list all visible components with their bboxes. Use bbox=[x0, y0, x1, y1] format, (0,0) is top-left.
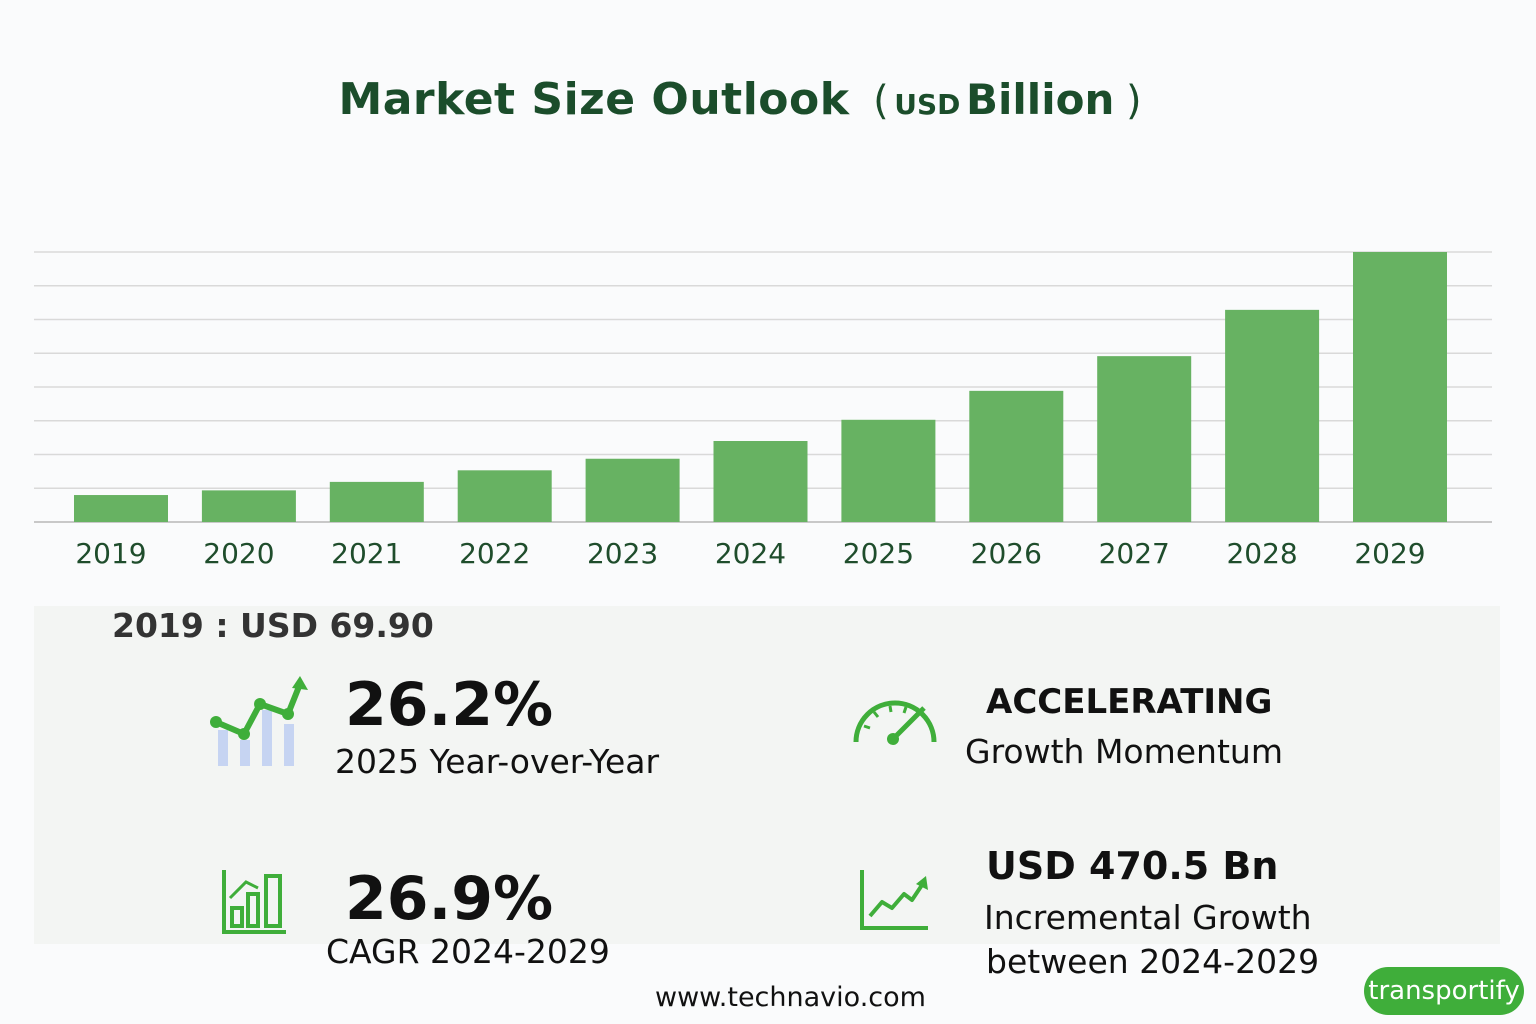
x-tick-label-2026: 2026 bbox=[971, 537, 1042, 570]
incremental-label-1: Incremental Growth bbox=[984, 898, 1312, 937]
x-tick-label-2022: 2022 bbox=[459, 537, 530, 570]
bar-2025 bbox=[841, 419, 936, 522]
bar-2023 bbox=[585, 458, 680, 522]
bar-chart-icon bbox=[222, 870, 286, 934]
cagr-value: 26.9% bbox=[345, 864, 554, 934]
yoy-label: 2025 Year-over-Year bbox=[335, 742, 660, 781]
x-tick-label-2025: 2025 bbox=[843, 537, 914, 570]
speedometer-icon bbox=[853, 700, 937, 745]
incremental-label-2: between 2024-2029 bbox=[986, 942, 1320, 981]
bar-2022 bbox=[457, 470, 552, 522]
x-tick-label-2020: 2020 bbox=[203, 537, 274, 570]
x-tick-label-2029: 2029 bbox=[1354, 537, 1425, 570]
brand-name: transportify bbox=[1368, 976, 1520, 1006]
momentum-head: ACCELERATING bbox=[986, 682, 1273, 722]
line-growth-icon bbox=[860, 870, 928, 930]
title-paren-open: ( bbox=[873, 78, 889, 124]
yoy-value: 26.2% bbox=[345, 670, 554, 740]
title-billion: Billion bbox=[966, 75, 1115, 124]
title-unit: USD bbox=[894, 88, 961, 121]
bar-2024 bbox=[713, 441, 808, 522]
brand-logo: transportify bbox=[1364, 967, 1524, 1015]
base-year-value: 2019 : USD 69.90 bbox=[112, 606, 434, 645]
incremental-head: USD 470.5 Bn bbox=[986, 844, 1279, 888]
cagr-label: CAGR 2024-2029 bbox=[326, 932, 610, 971]
bar-2029 bbox=[1353, 252, 1447, 522]
x-tick-label-2023: 2023 bbox=[587, 537, 658, 570]
x-tick-label-2028: 2028 bbox=[1226, 537, 1297, 570]
bar-2028 bbox=[1225, 309, 1320, 522]
bar-2021 bbox=[329, 481, 424, 522]
x-tick-label-2021: 2021 bbox=[331, 537, 402, 570]
x-tick-label-2019: 2019 bbox=[75, 537, 146, 570]
bar-2026 bbox=[969, 390, 1064, 522]
bar-trend-icon bbox=[210, 676, 308, 766]
x-tick-label-2024: 2024 bbox=[715, 537, 786, 570]
footer-url[interactable]: www.technavio.com bbox=[655, 982, 926, 1013]
x-tick-label-2027: 2027 bbox=[1099, 537, 1170, 570]
momentum-label: Growth Momentum bbox=[965, 732, 1283, 771]
bar-2020 bbox=[201, 490, 296, 522]
title-paren-close: ) bbox=[1125, 78, 1142, 124]
bar-2027 bbox=[1097, 356, 1192, 522]
bar-chart: 2019 2020 2021 2022 2023 2024 2025 2026 2027 2028… bbox=[34, 251, 1492, 570]
bar-2019 bbox=[74, 495, 168, 522]
title-main: Market Size Outlook bbox=[338, 74, 850, 125]
chart-title: Market Size Outlook ( USD Billion ) bbox=[0, 74, 1480, 125]
